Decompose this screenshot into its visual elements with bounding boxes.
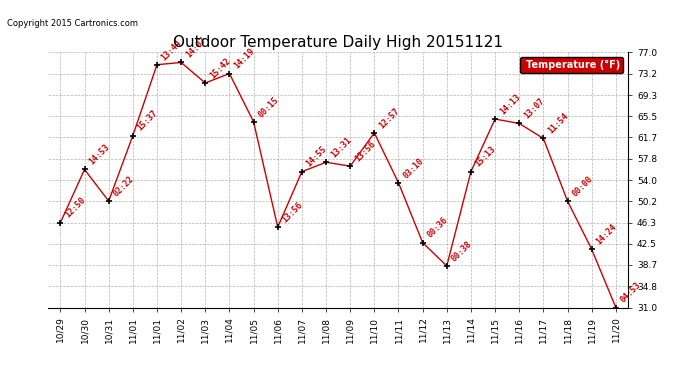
Title: Outdoor Temperature Daily High 20151121: Outdoor Temperature Daily High 20151121 xyxy=(173,35,503,50)
Text: 13:44: 13:44 xyxy=(160,38,184,62)
Text: 15:37: 15:37 xyxy=(136,109,159,133)
Text: 13:56: 13:56 xyxy=(353,140,377,164)
Text: 04:53: 04:53 xyxy=(619,280,642,305)
Text: 11:54: 11:54 xyxy=(546,112,570,136)
Text: 12:50: 12:50 xyxy=(63,196,87,220)
Text: 14:55: 14:55 xyxy=(305,145,328,169)
Text: 02:22: 02:22 xyxy=(112,174,135,198)
Text: 14:07: 14:07 xyxy=(184,36,208,60)
Legend: Temperature (°F): Temperature (°F) xyxy=(520,57,623,73)
Text: 15:42: 15:42 xyxy=(208,56,232,80)
Text: 15:13: 15:13 xyxy=(474,145,497,169)
Text: 00:36: 00:36 xyxy=(426,216,449,240)
Text: Copyright 2015 Cartronics.com: Copyright 2015 Cartronics.com xyxy=(7,19,138,28)
Text: 13:07: 13:07 xyxy=(522,97,546,121)
Text: 12:57: 12:57 xyxy=(377,106,401,130)
Text: 03:10: 03:10 xyxy=(402,156,425,180)
Text: 13:31: 13:31 xyxy=(329,135,353,159)
Text: 13:56: 13:56 xyxy=(281,200,304,224)
Text: 00:15: 00:15 xyxy=(257,95,280,119)
Text: 14:24: 14:24 xyxy=(595,222,618,246)
Text: 00:38: 00:38 xyxy=(450,239,473,263)
Text: 00:00: 00:00 xyxy=(571,174,594,198)
Text: 14:19: 14:19 xyxy=(233,47,256,71)
Text: 14:53: 14:53 xyxy=(88,142,111,167)
Text: 14:13: 14:13 xyxy=(498,92,522,116)
